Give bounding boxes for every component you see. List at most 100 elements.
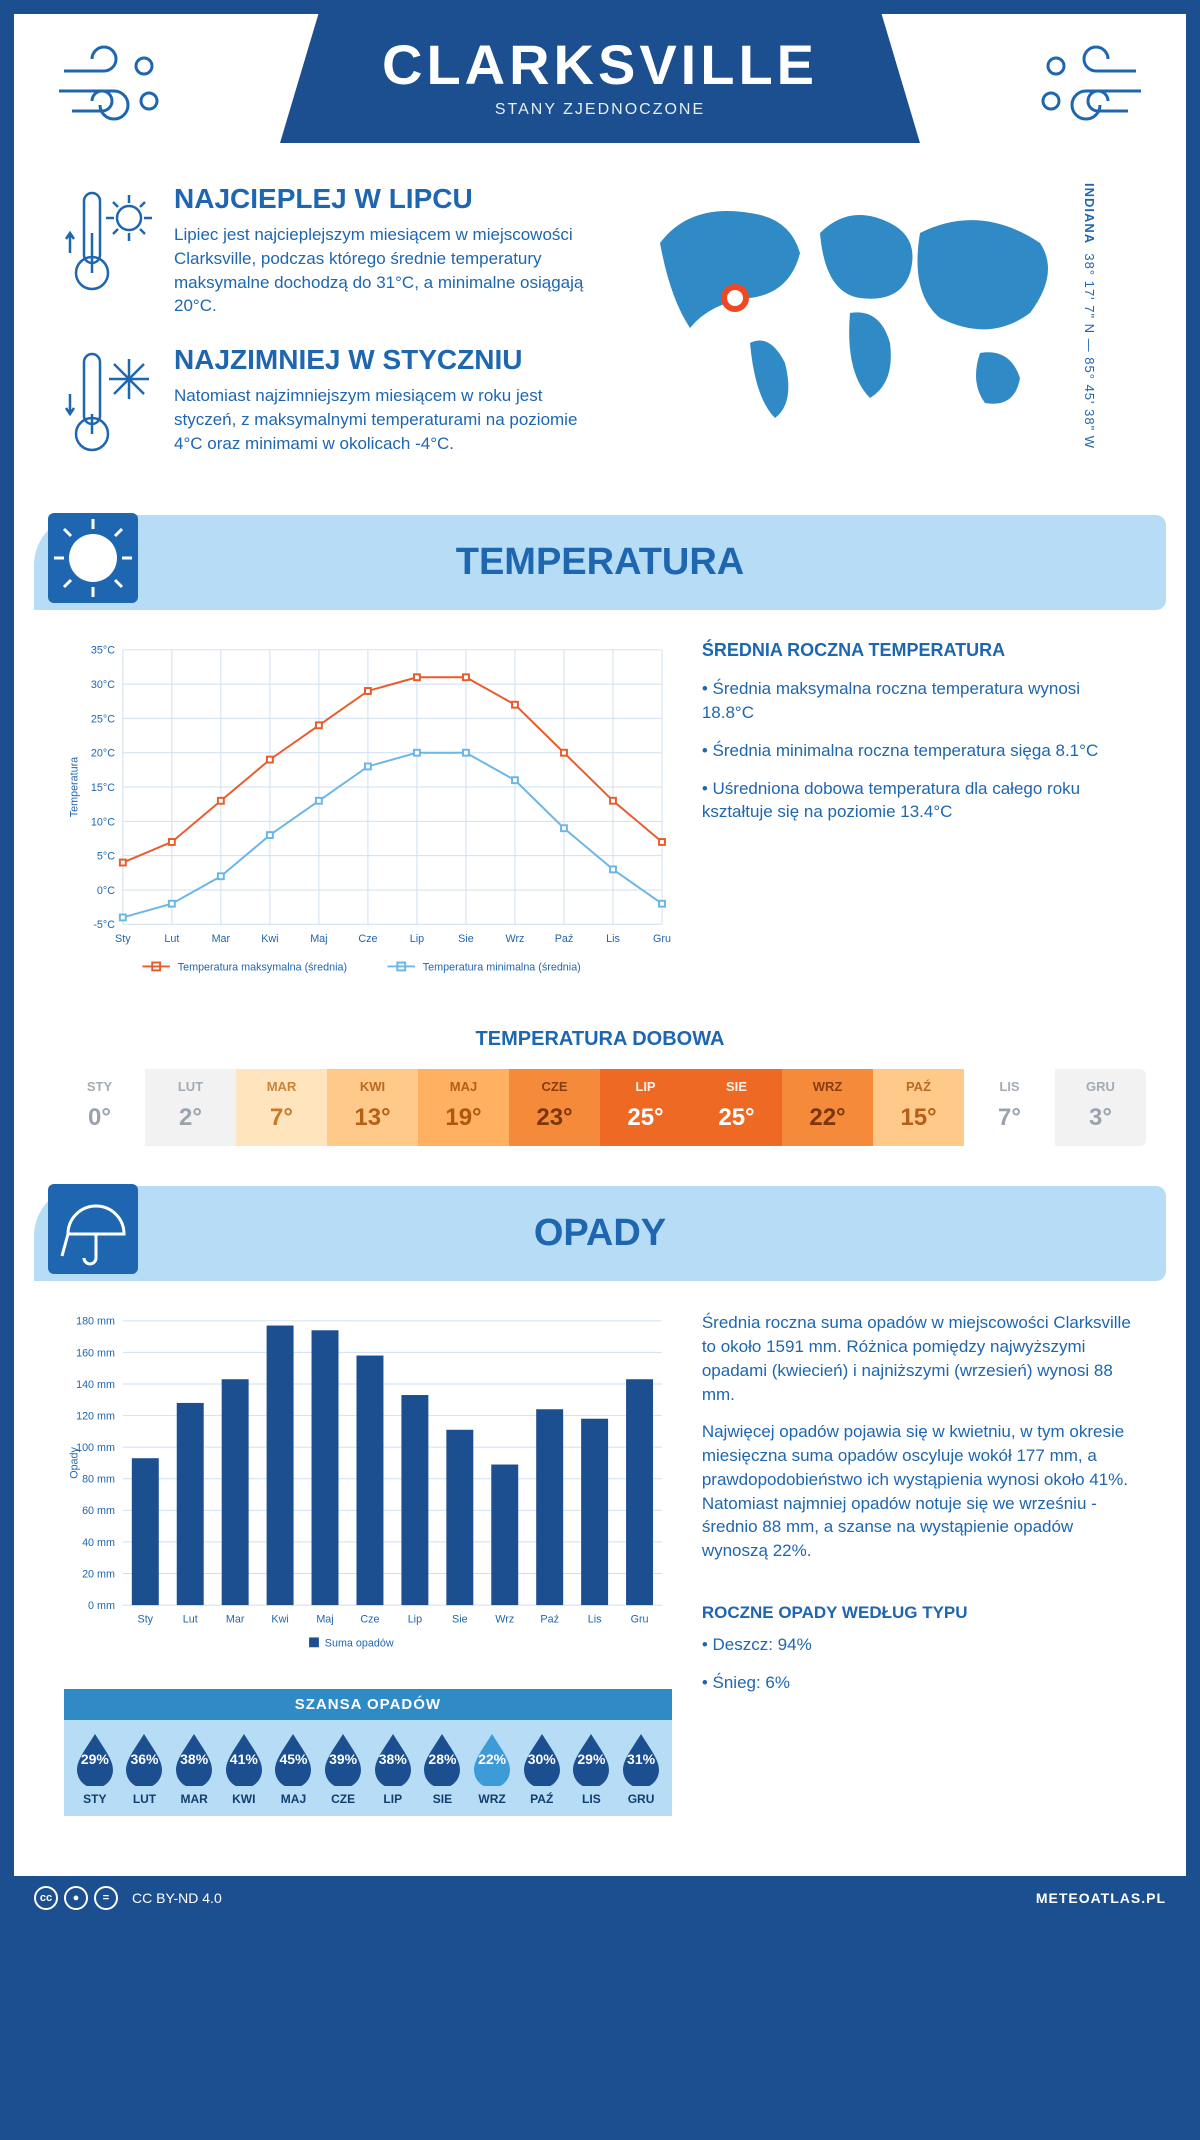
daily-cell: LIS7° [964,1069,1055,1146]
chance-title: SZANSA OPADÓW [64,1689,672,1720]
precipitation-text: Średnia roczna suma opadów w miejscowośc… [702,1311,1136,1816]
chance-cell: 28% SIE [418,1732,468,1806]
daily-cell: GRU3° [1055,1069,1146,1146]
svg-text:Opady: Opady [69,1447,81,1479]
nd-icon: = [94,1886,118,1910]
svg-text:Kwi: Kwi [261,933,278,945]
precip-type-item: • Śnieg: 6% [702,1671,1136,1695]
daily-cell: LIP25° [600,1069,691,1146]
svg-text:-5°C: -5°C [93,919,115,931]
chance-cell: 45% MAJ [269,1732,319,1806]
precipitation-chart: 0 mm20 mm40 mm60 mm80 mm100 mm120 mm140 … [64,1311,672,1816]
svg-text:Sie: Sie [452,1614,468,1626]
coldest-text: Natomiast najzimniejszym miesiącem w rok… [174,384,594,455]
umbrella-icon [48,1184,138,1284]
chance-cell: 31% GRU [616,1732,666,1806]
daily-cell: KWI13° [327,1069,418,1146]
license-block: cc ● = CC BY-ND 4.0 [34,1886,222,1910]
coldest-block: NAJZIMNIEJ W STYCZNIU Natomiast najzimni… [64,344,610,469]
svg-text:Gru: Gru [653,933,671,945]
svg-text:100 mm: 100 mm [76,1442,115,1454]
svg-text:Wrz: Wrz [505,933,524,945]
svg-text:40 mm: 40 mm [82,1537,115,1549]
avg-item: • Średnia minimalna roczna temperatura s… [702,739,1136,763]
svg-text:Cze: Cze [360,1614,379,1626]
precip-by-type: ROCZNE OPADY WEDŁUG TYPU • Deszcz: 94% •… [702,1603,1136,1695]
daily-cell: WRZ22° [782,1069,873,1146]
precip-type-item: • Deszcz: 94% [702,1633,1136,1657]
svg-text:35°C: 35°C [91,645,115,657]
svg-text:20 mm: 20 mm [82,1569,115,1581]
daily-cell: CZE23° [509,1069,600,1146]
chance-cell: 22% WRZ [467,1732,517,1806]
page: CLARKSVILLE STANY ZJEDNOCZONE [14,14,1186,1920]
svg-text:Paź: Paź [540,1614,559,1626]
svg-text:80 mm: 80 mm [82,1474,115,1486]
svg-text:Wrz: Wrz [495,1614,514,1626]
daily-cell: SIE25° [691,1069,782,1146]
wind-icon-left [54,41,164,136]
thermometer-cold-icon [64,344,154,469]
footer: cc ● = CC BY-ND 4.0 METEOATLAS.PL [14,1876,1186,1920]
svg-text:Lip: Lip [408,1614,422,1626]
svg-text:Temperatura minimalna (średnia: Temperatura minimalna (średnia) [423,962,581,974]
svg-text:Cze: Cze [358,933,377,945]
svg-text:Sty: Sty [138,1614,154,1626]
thermometer-hot-icon [64,183,154,318]
intro-text-column: NAJCIEPLEJ W LIPCU Lipiec jest najcieple… [64,183,610,495]
svg-text:Lut: Lut [164,933,179,945]
svg-text:0 mm: 0 mm [88,1600,115,1612]
daily-temp-row: STY0°LUT2°MAR7°KWI13°MAJ19°CZE23°LIP25°S… [54,1069,1146,1146]
chance-row: 29% STY 36% LUT 38% MAR 41% KWI 45% MAJ [64,1720,672,1816]
svg-text:10°C: 10°C [91,816,115,828]
svg-text:Sty: Sty [115,933,131,945]
svg-text:Temperatura: Temperatura [69,757,81,817]
coordinates-label: INDIANA 38° 17' 7" N — 85° 45' 38" W [1082,183,1097,449]
daily-cell: STY0° [54,1069,145,1146]
svg-text:Suma opadów: Suma opadów [325,1637,394,1649]
coldest-title: NAJZIMNIEJ W STYCZNIU [174,344,594,376]
chance-cell: 38% LIP [368,1732,418,1806]
temperature-content: -5°C0°C5°C10°C15°C20°C25°C30°C35°CStyLut… [14,610,1186,1028]
svg-text:Temperatura maksymalna (średni: Temperatura maksymalna (średnia) [178,962,347,974]
temperature-chart: -5°C0°C5°C10°C15°C20°C25°C30°C35°CStyLut… [64,640,672,998]
world-map-wrapper: INDIANA 38° 17' 7" N — 85° 45' 38" W [640,183,1136,495]
svg-text:Gru: Gru [631,1614,649,1626]
location-marker [724,287,746,309]
temperature-averages: ŚREDNIA ROCZNA TEMPERATURA • Średnia mak… [702,640,1136,998]
svg-text:Maj: Maj [316,1614,333,1626]
chance-cell: 29% LIS [567,1732,617,1806]
daily-cell: MAJ19° [418,1069,509,1146]
chance-cell: 29% STY [70,1732,120,1806]
cc-icon: cc [34,1886,58,1910]
daily-temp-title: TEMPERATURA DOBOWA [14,1028,1186,1051]
chance-cell: 41% KWI [219,1732,269,1806]
temperature-section-header: TEMPERATURA [34,515,1166,610]
license-text: CC BY-ND 4.0 [132,1890,222,1906]
wind-icon-right [1036,41,1146,136]
svg-text:180 mm: 180 mm [76,1316,115,1328]
svg-text:30°C: 30°C [91,679,115,691]
daily-cell: MAR7° [236,1069,327,1146]
svg-text:Mar: Mar [212,933,231,945]
header: CLARKSVILLE STANY ZJEDNOCZONE [14,14,1186,153]
svg-text:Maj: Maj [310,933,327,945]
avg-item: • Średnia maksymalna roczna temperatura … [702,677,1136,725]
svg-text:140 mm: 140 mm [76,1379,115,1391]
temperature-title: TEMPERATURA [456,541,745,583]
title-banner: CLARKSVILLE STANY ZJEDNOCZONE [280,14,920,143]
country-name: STANY ZJEDNOCZONE [360,101,840,119]
svg-text:160 mm: 160 mm [76,1347,115,1359]
svg-text:Mar: Mar [226,1614,245,1626]
svg-text:Lut: Lut [183,1614,198,1626]
svg-text:Lis: Lis [606,933,620,945]
svg-text:60 mm: 60 mm [82,1505,115,1517]
world-map [640,183,1070,433]
warmest-text: Lipiec jest najcieplejszym miesiącem w m… [174,223,594,318]
svg-text:15°C: 15°C [91,782,115,794]
precip-paragraph: Średnia roczna suma opadów w miejscowośc… [702,1311,1136,1406]
svg-text:Lip: Lip [410,933,424,945]
chance-cell: 39% CZE [318,1732,368,1806]
intro-section: NAJCIEPLEJ W LIPCU Lipiec jest najcieple… [14,153,1186,515]
svg-text:Kwi: Kwi [271,1614,288,1626]
